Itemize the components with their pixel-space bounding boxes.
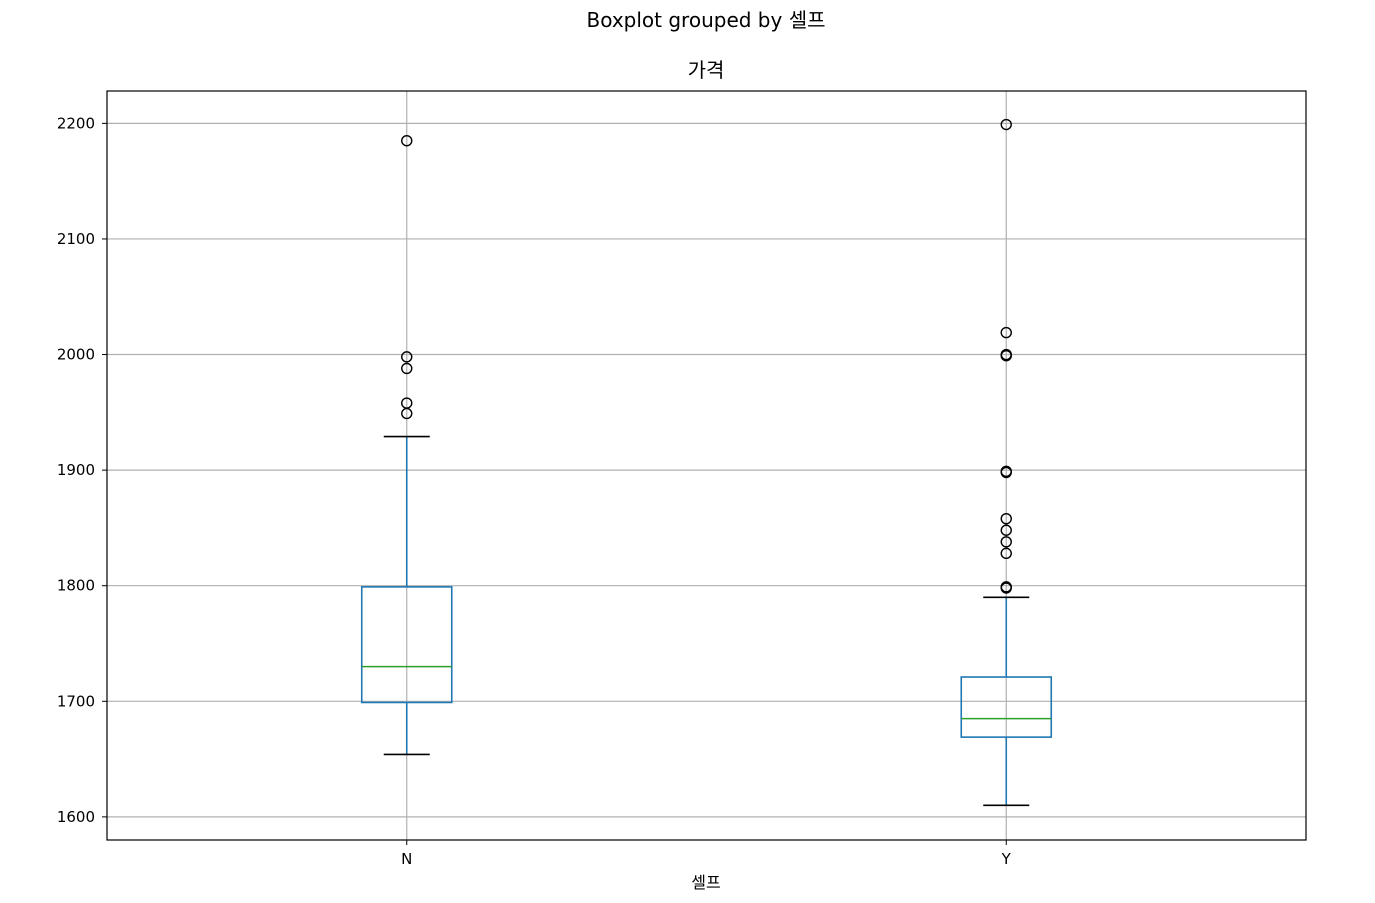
flier-point-y [1000,465,1012,477]
box-n [360,586,453,704]
chart-title: 가격 [688,58,725,82]
y-tick-label: 1600 [57,808,95,826]
flier-point-y [1000,326,1012,339]
flier-point-y [1000,118,1012,131]
grid-layer [107,91,1306,840]
x-tick-label: Y [1001,850,1012,868]
flier-point-y [1000,547,1012,560]
flier-point-y [1000,524,1012,536]
flier-point-y [1000,512,1012,525]
y-tick-label: 1700 [57,692,95,710]
flier-point-y [1000,348,1012,361]
y-tick-label: 2100 [57,230,95,248]
flier-point-y [1000,536,1012,548]
y-tick-label: 1900 [57,461,95,479]
flier-point-n [401,362,413,375]
plot-frame [106,90,1307,841]
y-tick-label: 2000 [57,346,95,364]
flier-point-n [401,397,413,409]
chart-suptitle: Boxplot grouped by 셀프 [587,8,826,32]
marks-layer [360,118,1053,807]
y-axis: 1600 1700 1800 1900 2000 2100 2200 [57,114,107,826]
y-tick-label: 1800 [57,577,95,595]
x-axis-label: 셀프 [691,873,720,892]
x-tick-label: N [401,850,412,868]
y-tick-label: 2200 [57,114,95,132]
flier-point-n [401,135,413,147]
box-y [960,676,1053,738]
flier-point-y [1000,581,1012,593]
flier-point-n [401,351,413,363]
